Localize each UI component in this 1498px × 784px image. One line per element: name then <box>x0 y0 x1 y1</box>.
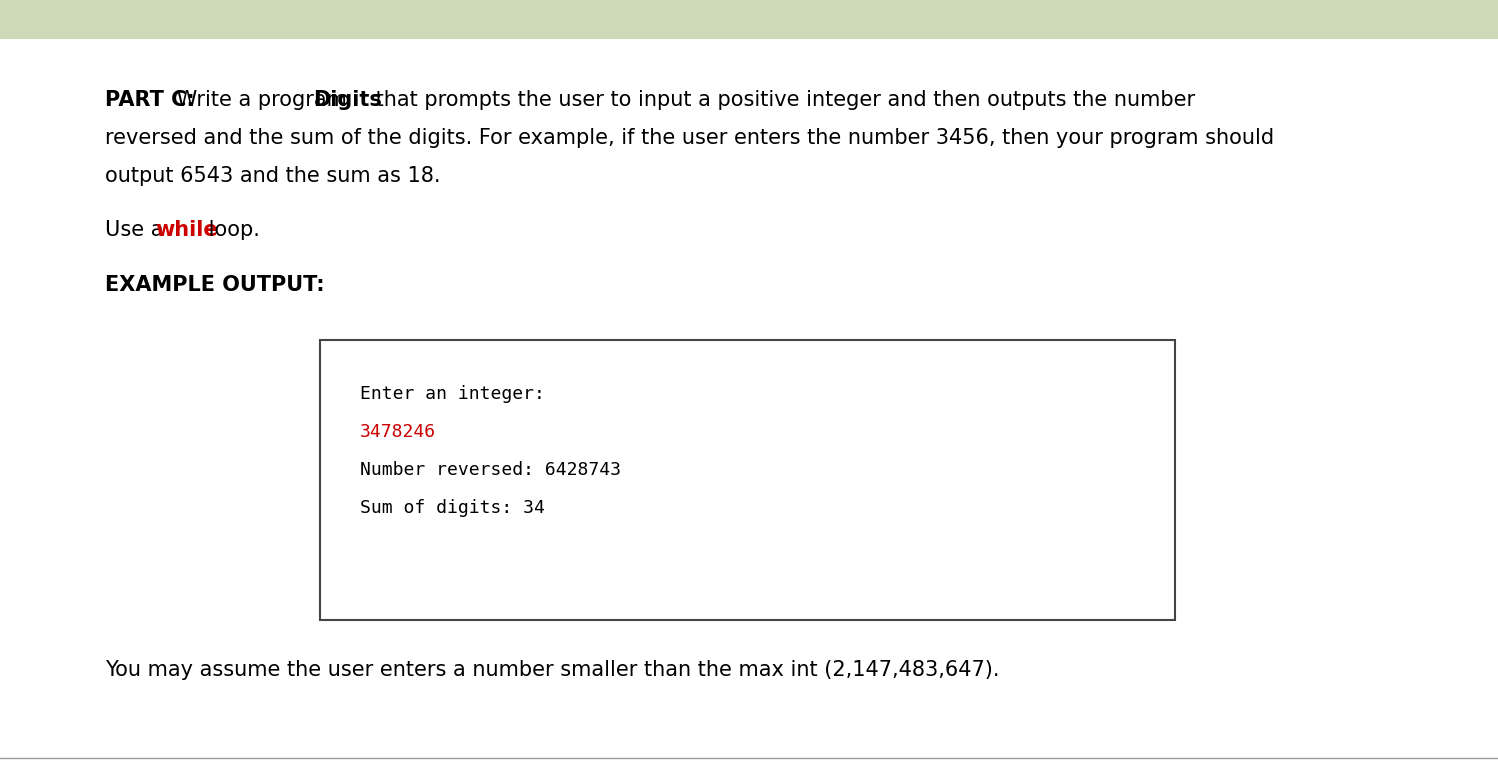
Text: loop.: loop. <box>202 220 259 240</box>
Text: that prompts the user to input a positive integer and then outputs the number: that prompts the user to input a positiv… <box>369 90 1195 110</box>
Text: Write a program: Write a program <box>171 90 354 110</box>
Text: while: while <box>156 220 219 240</box>
Bar <box>321 340 1174 620</box>
Text: output 6543 and the sum as 18.: output 6543 and the sum as 18. <box>105 166 440 186</box>
Text: Digits: Digits <box>313 90 382 110</box>
Text: Use a: Use a <box>105 220 171 240</box>
Text: Enter an integer:: Enter an integer: <box>360 385 545 403</box>
Text: EXAMPLE OUTPUT:: EXAMPLE OUTPUT: <box>105 275 325 295</box>
Bar <box>0 0 1498 39</box>
Text: You may assume the user enters a number smaller than the max int (2,147,483,647): You may assume the user enters a number … <box>105 660 999 680</box>
Text: 3478246: 3478246 <box>360 423 436 441</box>
Text: PART C:: PART C: <box>105 90 195 110</box>
Text: Number reversed: 6428743: Number reversed: 6428743 <box>360 461 622 479</box>
Text: Sum of digits: 34: Sum of digits: 34 <box>360 499 545 517</box>
Text: reversed and the sum of the digits. For example, if the user enters the number 3: reversed and the sum of the digits. For … <box>105 128 1275 148</box>
